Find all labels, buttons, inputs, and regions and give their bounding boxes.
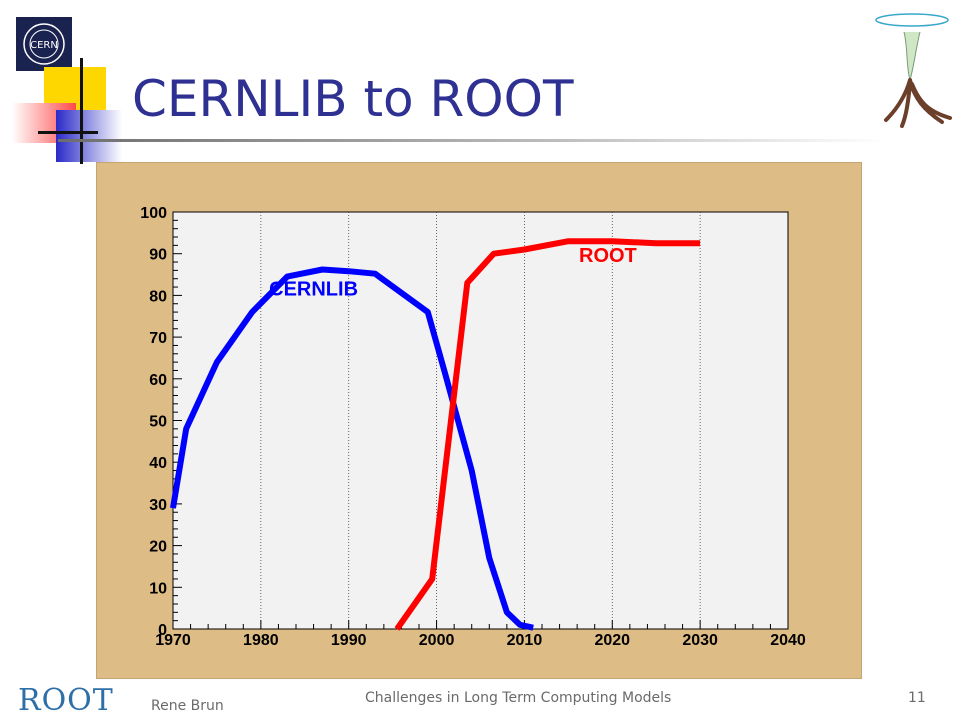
y-tick-label: 60: [149, 372, 167, 389]
y-tick-label: 50: [149, 414, 167, 431]
footer-root-logo: ROOT: [18, 683, 114, 718]
y-tick-label: 90: [149, 247, 167, 264]
deco-horizontal-line: [38, 131, 98, 134]
slide-title: CERNLIB to ROOT: [132, 70, 574, 128]
y-tick-label: 40: [149, 455, 167, 472]
y-tick-label: 80: [149, 288, 167, 305]
deco-vertical-line: [80, 58, 83, 164]
x-tick-label: 1990: [331, 632, 367, 649]
x-tick-label: 2020: [594, 632, 630, 649]
cern-logo: CERN: [16, 17, 72, 71]
x-tick-label: 1970: [155, 632, 191, 649]
y-tick-label: 30: [149, 497, 167, 514]
series-label-cernlib: CERNLIB: [269, 278, 358, 300]
plot-area: [173, 212, 788, 629]
deco-blue-square: [56, 110, 122, 162]
y-tick-label: 10: [149, 580, 167, 597]
x-tick-label: 2000: [419, 632, 455, 649]
footer-title: Challenges in Long Term Computing Models: [365, 690, 671, 706]
y-tick-label: 70: [149, 330, 167, 347]
y-tick-label: 100: [140, 205, 167, 222]
cern-logo-text: CERN: [30, 40, 58, 51]
series-label-root: ROOT: [579, 245, 637, 267]
footer-author: Rene Brun: [151, 698, 224, 714]
y-tick-label: 20: [149, 539, 167, 556]
cern-logo-icon: CERN: [16, 17, 72, 71]
x-tick-label: 2040: [770, 632, 806, 649]
title-rule: [58, 139, 888, 142]
x-tick-label: 2030: [682, 632, 718, 649]
tree-figure-icon: [868, 8, 958, 130]
page-number: 11: [908, 690, 926, 706]
x-tick-label: 2010: [507, 632, 543, 649]
x-tick-label: 1980: [243, 632, 279, 649]
